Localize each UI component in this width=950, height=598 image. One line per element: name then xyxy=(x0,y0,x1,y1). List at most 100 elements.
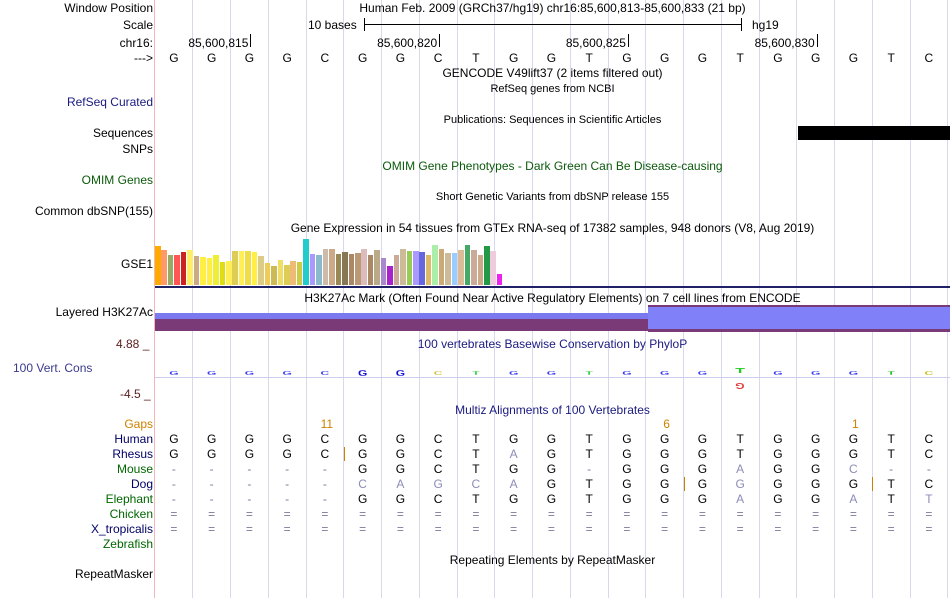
alignment-base: G xyxy=(508,462,519,476)
species-label[interactable]: Rhesus xyxy=(112,447,153,461)
gtex-tissue-bar[interactable] xyxy=(245,251,251,285)
h3k27ac-track-title[interactable]: H3K27Ac Mark (Often Found Near Active Re… xyxy=(304,291,801,305)
gtex-tissue-bar[interactable] xyxy=(161,250,168,285)
omim-track-title[interactable]: OMIM Gene Phenotypes - Dark Green Can Be… xyxy=(382,159,723,173)
species-label[interactable]: Elephant xyxy=(105,492,153,506)
species-label[interactable]: X_tropicalis xyxy=(90,522,153,536)
species-label[interactable]: Mouse xyxy=(116,462,153,476)
gtex-tissue-bar[interactable] xyxy=(496,274,503,285)
gtex-tissue-bar[interactable] xyxy=(451,253,458,285)
gtex-tissue-bar[interactable] xyxy=(200,257,206,285)
refseq-curated-label[interactable]: RefSeq Curated xyxy=(66,95,153,109)
gtex-tissue-bar[interactable] xyxy=(167,255,174,285)
gtex-tissue-bar[interactable] xyxy=(490,251,496,285)
phylop-score-glyph: G xyxy=(206,371,217,375)
gtex-tissue-bar[interactable] xyxy=(264,263,271,285)
alignment-base: C xyxy=(433,447,443,461)
alignment-base: = xyxy=(849,507,857,521)
gtex-tissue-bar[interactable] xyxy=(284,265,290,285)
phylop-track-title[interactable]: 100 vertebrates Basewise Conservation by… xyxy=(417,337,688,351)
gtex-tissue-bar[interactable] xyxy=(367,255,374,285)
gtex-tissue-bar[interactable] xyxy=(458,250,464,285)
sequences-label[interactable]: Sequences xyxy=(92,126,153,140)
phylop-score-glyph: G xyxy=(395,370,406,376)
gtex-tissue-bar[interactable] xyxy=(290,261,297,285)
gtex-tissue-bar[interactable] xyxy=(374,250,380,285)
gtex-tissue-bar[interactable] xyxy=(206,258,213,285)
gtex-tissue-bar[interactable] xyxy=(271,266,277,285)
gtex-tissue-bar[interactable] xyxy=(400,249,406,285)
gtex-tissue-bar[interactable] xyxy=(277,260,284,285)
omim-genes-label[interactable]: OMIM Genes xyxy=(81,173,153,187)
gtex-tissue-bar[interactable] xyxy=(477,255,484,285)
gtex-expression-chart[interactable] xyxy=(155,237,535,285)
gtex-tissue-bar[interactable] xyxy=(309,254,316,285)
gtex-tissue-bar[interactable] xyxy=(251,252,258,285)
gtex-tissue-bar[interactable] xyxy=(483,246,490,285)
dbsnp-track-title[interactable]: Short Genetic Variants from dbSNP releas… xyxy=(435,191,670,203)
gtex-tissue-bar[interactable] xyxy=(432,245,438,285)
gtex-tissue-bar[interactable] xyxy=(438,249,445,285)
alignment-base: C xyxy=(471,477,481,491)
species-label[interactable]: Dog xyxy=(130,477,153,491)
gtex-tissue-bar[interactable] xyxy=(322,249,329,285)
common-dbsnp-label[interactable]: Common dbSNP(155) xyxy=(34,204,153,218)
gtex-tissue-bar[interactable] xyxy=(219,262,226,285)
alignment-base: G xyxy=(735,477,745,491)
alignment-base: G xyxy=(357,462,368,476)
layered-h3k27ac-label[interactable]: Layered H3K27Ac xyxy=(55,305,153,319)
gtex-tissue-bar[interactable] xyxy=(296,262,303,285)
publication-sequence-feature[interactable] xyxy=(798,126,950,140)
gtex-tissue-bar[interactable] xyxy=(155,246,161,285)
gtex-tissue-bar[interactable] xyxy=(187,250,193,285)
species-label[interactable]: Zebrafish xyxy=(102,537,153,551)
gtex-tissue-bar[interactable] xyxy=(232,251,238,285)
gtex-tissue-bar[interactable] xyxy=(303,239,309,285)
gtex-tissue-bar[interactable] xyxy=(342,252,348,285)
gtex-tissue-bar[interactable] xyxy=(180,252,187,285)
gtex-tissue-bar[interactable] xyxy=(329,249,335,285)
repeatmasker-label[interactable]: RepeatMasker xyxy=(74,567,153,581)
publications-track-title[interactable]: Publications: Sequences in Scientific Ar… xyxy=(443,114,662,126)
h3k27ac-signal[interactable] xyxy=(155,305,950,333)
gtex-tissue-bar[interactable] xyxy=(406,251,413,285)
gtex-tissue-bar[interactable] xyxy=(213,255,219,285)
alignment-base: T xyxy=(887,477,895,491)
gtex-tissue-bar[interactable] xyxy=(225,261,232,285)
gtex-tissue-bar[interactable] xyxy=(393,255,400,285)
gtex-tissue-bar[interactable] xyxy=(419,252,426,285)
alignment-base: G xyxy=(659,477,670,491)
gse1-label[interactable]: GSE1 xyxy=(120,257,153,271)
gtex-track-title[interactable]: Gene Expression in 54 tissues from GTEx … xyxy=(290,221,815,235)
gtex-tissue-bar[interactable] xyxy=(445,253,451,285)
gtex-tissue-bar[interactable] xyxy=(387,266,393,285)
refseq-track-title[interactable]: RefSeq genes from NCBI xyxy=(490,83,615,95)
repeatmasker-track-title[interactable]: Repeating Elements by RepeatMasker xyxy=(449,553,656,567)
gtex-tissue-bar[interactable] xyxy=(361,249,367,285)
gtex-tissue-bar[interactable] xyxy=(471,250,477,285)
gtex-tissue-bar[interactable] xyxy=(425,255,432,285)
vert-cons-label[interactable]: 100 Vert. Cons xyxy=(13,361,93,375)
multiz-track-title[interactable]: Multiz Alignments of 100 Vertebrates xyxy=(455,403,650,417)
gtex-tissue-bar[interactable] xyxy=(464,245,471,285)
gtex-tissue-bar[interactable] xyxy=(335,254,342,285)
snps-label[interactable]: SNPs xyxy=(122,142,153,156)
alignment-base: G xyxy=(546,432,557,446)
gtex-tissue-bar[interactable] xyxy=(354,253,361,285)
gtex-tissue-bar[interactable] xyxy=(348,254,355,285)
gtex-tissue-bar[interactable] xyxy=(258,256,264,285)
grid-line xyxy=(456,0,458,598)
gtex-tissue-bar[interactable] xyxy=(316,255,322,285)
gtex-tissue-bar[interactable] xyxy=(238,251,245,285)
gtex-tissue-bar[interactable] xyxy=(413,251,419,285)
gtex-tissue-bar[interactable] xyxy=(174,255,180,285)
gtex-tissue-bar[interactable] xyxy=(193,256,200,285)
alignment-base: - xyxy=(171,477,176,491)
gencode-track-title[interactable]: GENCODE V49lift37 (2 items filtered out) xyxy=(442,66,663,80)
strand-arrow-label[interactable]: ---> xyxy=(134,51,153,65)
species-label[interactable]: Human xyxy=(114,432,153,446)
species-label[interactable]: Chicken xyxy=(109,507,153,521)
gtex-tissue-bar[interactable] xyxy=(380,258,387,285)
alignment-base: = xyxy=(396,507,404,521)
